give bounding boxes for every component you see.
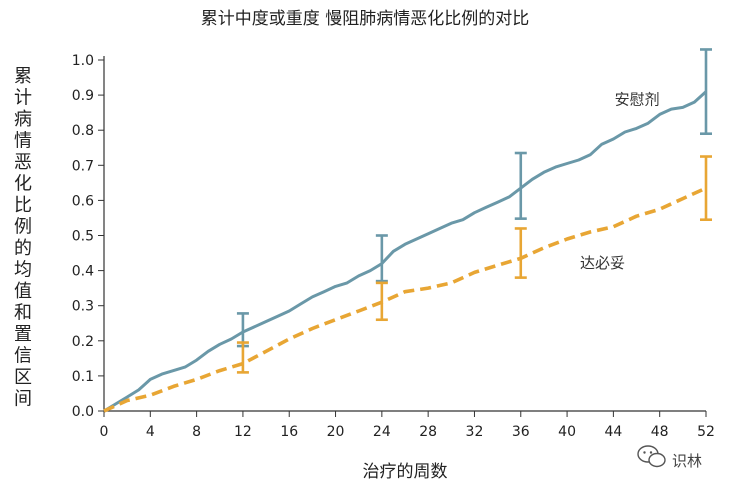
y-tick-label: 0.0 [72, 404, 94, 420]
error-bar [236, 341, 249, 374]
series-line [103, 186, 707, 413]
y-axis-label-char: 区 [14, 367, 32, 388]
error-bar [514, 151, 527, 220]
error-bar [700, 155, 712, 222]
axes [103, 56, 706, 412]
wechat-icon [637, 445, 666, 468]
chart-title: 累计中度或重度 慢阻肺病情恶化比例的对比 [201, 8, 529, 29]
x-axis-label: 治疗的周数 [363, 462, 448, 482]
y-axis-label-char: 化 [14, 174, 32, 195]
error-bar [700, 48, 712, 136]
y-axis-label-char: 情 [14, 131, 32, 152]
y-axis-label-char: 计 [14, 88, 32, 109]
errorbar-layer [236, 48, 712, 374]
x-tick-label: 8 [192, 424, 201, 440]
x-tick-label: 32 [466, 424, 484, 440]
y-tick-label: 1.0 [72, 53, 94, 69]
y-axis-label-char: 例 [14, 217, 32, 238]
y-tick-label: 0.1 [72, 369, 94, 385]
y-tick-label: 0.5 [72, 229, 94, 245]
x-tick-label: 52 [697, 424, 715, 440]
x-tick-label: 28 [419, 424, 437, 440]
x-tick-label: 44 [604, 424, 622, 440]
y-axis-label-char: 置 [14, 324, 32, 345]
y-axis-label-char: 累 [14, 66, 32, 87]
y-axis-label-char: 均 [14, 260, 32, 281]
x-tick-label: 40 [558, 424, 576, 440]
x-tick-label: 0 [100, 424, 109, 440]
x-tick-label: 16 [280, 424, 298, 440]
y-tick-label: 0.4 [72, 264, 94, 280]
error-bar [375, 234, 388, 283]
y-axis-label-char: 病 [14, 109, 32, 130]
series-line [103, 90, 708, 413]
x-tick-label: 36 [512, 424, 530, 440]
x-tick-label: 12 [234, 424, 252, 440]
y-axis-label-char: 值 [14, 281, 32, 302]
y-tick-label: 0.7 [72, 158, 94, 174]
x-tick-label: 24 [373, 424, 391, 440]
ticks: 0 4 8 12 16 20 24 28 32 36 40 44 48 520.00.10.20.30.4… [72, 53, 715, 440]
watermark-text: 识林 [672, 452, 702, 470]
y-tick-label: 0.8 [72, 123, 94, 139]
series-label: 安慰剂 [615, 91, 660, 109]
y-axis-label-char: 间 [14, 389, 32, 410]
y-tick-label: 0.6 [72, 193, 94, 209]
y-axis-label-char: 比 [14, 195, 32, 216]
y-axis-label-char: 信 [14, 346, 32, 367]
x-tick-label: 4 [146, 424, 155, 440]
y-tick-label: 0.3 [72, 299, 94, 315]
series-layer [103, 90, 708, 413]
y-axis-label-char: 和 [14, 303, 32, 324]
series-label: 达必妥 [580, 254, 625, 272]
error-bar [514, 227, 527, 279]
x-tick-label: 20 [327, 424, 345, 440]
error-bar [375, 281, 388, 322]
y-axis-label-char: 的 [14, 238, 32, 259]
y-tick-label: 0.9 [72, 88, 94, 104]
x-tick-label: 48 [651, 424, 669, 440]
y-axis-label-char: 恶 [14, 152, 32, 173]
y-tick-label: 0.2 [72, 334, 94, 350]
watermark: 识林 [637, 445, 702, 470]
